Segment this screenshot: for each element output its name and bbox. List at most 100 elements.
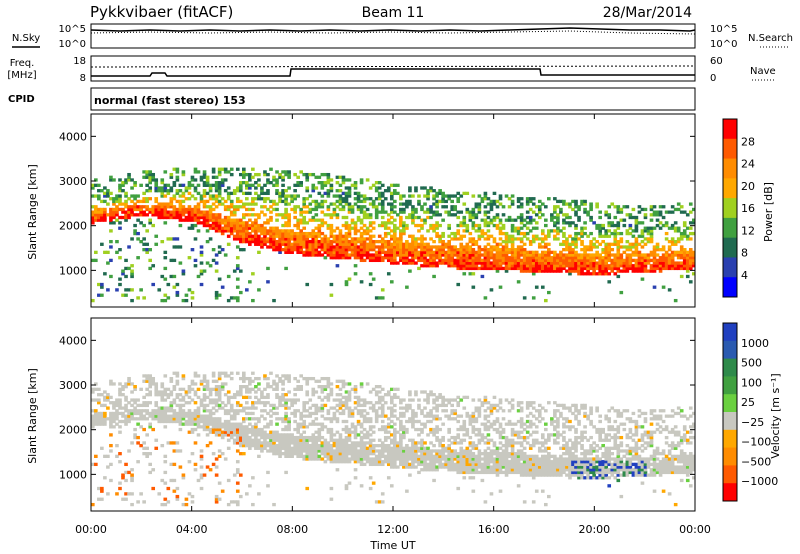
velocity-cell (290, 398, 294, 402)
power-cell (462, 202, 467, 206)
velocity-cell (393, 460, 397, 464)
power-cell (510, 223, 515, 228)
power-cell (625, 261, 630, 265)
velocity-cell (293, 387, 297, 391)
power-cell (456, 258, 461, 263)
velocity-cell (308, 414, 313, 418)
power-cell (175, 282, 180, 287)
velocity-cell (118, 481, 122, 485)
velocity-cell (411, 419, 415, 424)
power-cell (269, 234, 273, 238)
power-cell (302, 250, 307, 254)
power-cell (94, 207, 98, 212)
power-cell (121, 293, 125, 297)
velocity-cell (389, 425, 394, 429)
power-cell (124, 205, 128, 209)
power-cell (550, 229, 554, 233)
power-cell (245, 172, 249, 177)
power-cell (531, 261, 536, 265)
velocity-cell (130, 409, 134, 413)
power-cell (586, 256, 590, 260)
velocity-cell (245, 430, 249, 434)
power-cell (580, 253, 584, 257)
velocity-cell (208, 417, 213, 421)
power-cell (426, 261, 430, 265)
power-cell (435, 248, 439, 252)
velocity-cell (323, 376, 328, 381)
power-cell (127, 215, 131, 220)
power-cell (432, 226, 436, 230)
power-cell (266, 207, 270, 212)
power-cell (91, 183, 95, 187)
velocity-cell (238, 422, 243, 426)
power-cell (145, 248, 149, 252)
velocity-cell (432, 427, 436, 432)
power-cell (275, 245, 279, 249)
power-cell (257, 183, 261, 187)
power-cell (118, 282, 122, 287)
velocity-cell (377, 395, 382, 400)
power-cell (175, 170, 180, 174)
power-cell (284, 229, 288, 233)
power-cell (456, 199, 461, 204)
power-cell (172, 237, 177, 241)
power-cell (474, 229, 479, 233)
power-cell (377, 210, 382, 214)
velocity-cell (272, 411, 276, 416)
velocity-cell (178, 393, 183, 397)
velocity-cell (242, 452, 246, 456)
power-cell (263, 234, 267, 238)
power-cell (495, 215, 500, 220)
power-cell (181, 183, 186, 187)
velocity-cell (175, 494, 180, 499)
velocity-cell (374, 411, 379, 416)
power-cell (238, 234, 243, 238)
power-cell (583, 207, 587, 212)
power-cell (229, 226, 234, 230)
power-cell (447, 197, 451, 201)
velocity-cell (257, 419, 261, 424)
power-cell (513, 253, 518, 257)
power-cell (109, 197, 113, 201)
velocity-cell (211, 371, 216, 375)
power-cell (226, 218, 231, 222)
power-cell (163, 277, 168, 281)
velocity-cell (426, 411, 430, 416)
velocity-cell (423, 446, 427, 450)
velocity-cell (278, 401, 282, 405)
velocity-cell (202, 393, 207, 397)
freq-tick-low: 8 (80, 73, 86, 84)
power-cell (178, 223, 183, 228)
velocity-cell (426, 393, 430, 397)
velocity-cell (148, 374, 152, 378)
power-cell (193, 189, 198, 193)
power-cell (311, 237, 316, 241)
velocity-cell (341, 457, 346, 461)
power-cell (347, 242, 352, 246)
velocity-cell (118, 393, 122, 397)
power-cell (568, 266, 572, 271)
velocity-cell (347, 390, 352, 394)
velocity-cell (344, 441, 349, 445)
power-cell (423, 242, 427, 246)
power-cell (374, 256, 379, 260)
velocity-cell (112, 411, 116, 416)
velocity-cell (287, 446, 291, 450)
velocity-cell (254, 406, 258, 410)
power-cell (211, 221, 216, 225)
power-cell (537, 258, 542, 263)
velocity-cell (323, 460, 328, 464)
power-cell (208, 210, 213, 214)
velocity-cell (220, 406, 225, 410)
power-cell (272, 242, 276, 246)
velocity-cell (242, 374, 246, 378)
velocity-cell (220, 425, 225, 429)
power-cell (670, 261, 675, 265)
power-cell (335, 248, 340, 252)
velocity-cell (272, 441, 276, 445)
velocity-cell (314, 417, 319, 421)
power-cell (299, 239, 303, 244)
power-cell (477, 194, 482, 198)
power-cell (447, 213, 451, 217)
